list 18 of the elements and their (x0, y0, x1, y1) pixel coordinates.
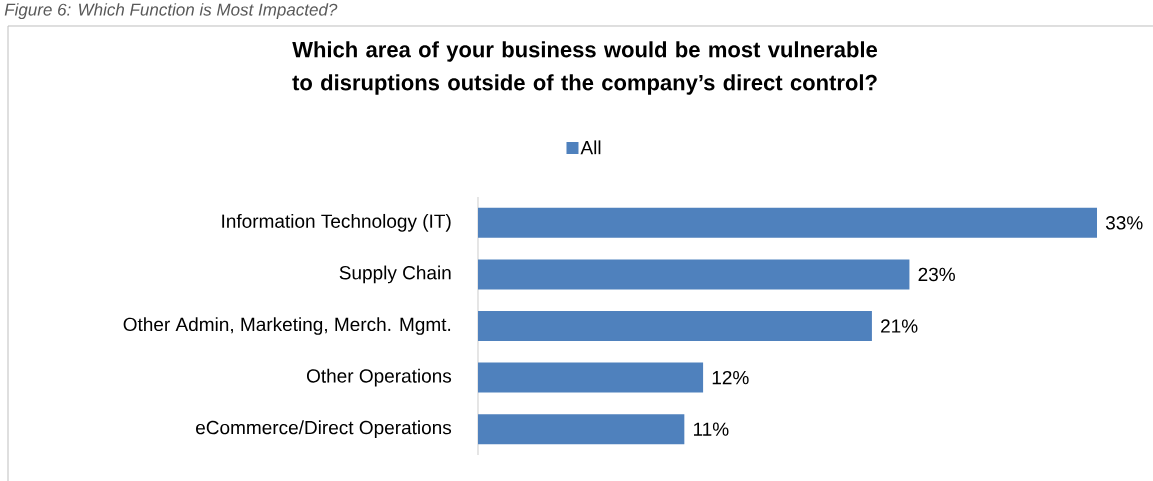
bar (478, 362, 704, 393)
bar (478, 259, 910, 290)
legend-label: All (580, 140, 601, 155)
y-tick-label: Other Operations (306, 368, 452, 387)
data-label: 21% (881, 319, 918, 333)
y-tick-label: eCommerce/Direct Operations (196, 420, 452, 439)
data-label: 11% (693, 422, 729, 436)
y-tick-label: Information Technology (IT) (222, 213, 451, 232)
data-label: 12% (712, 370, 749, 385)
y-tick-label: Other Admin, Marketing, Merch. Mgmt. (123, 317, 451, 335)
chart-title: Which area of your business would be most vulnerable to disruptions outside of the company’s direct control? (292, 41, 878, 95)
data-label: 23% (918, 267, 955, 282)
y-tick-label: Supply Chain (339, 265, 451, 284)
bar (478, 207, 1098, 238)
bar (478, 311, 872, 341)
bar (478, 414, 685, 445)
caption: Figure 6: Which Function is Most Impacted? (4, 3, 338, 20)
data-label: 33% (1105, 216, 1143, 230)
